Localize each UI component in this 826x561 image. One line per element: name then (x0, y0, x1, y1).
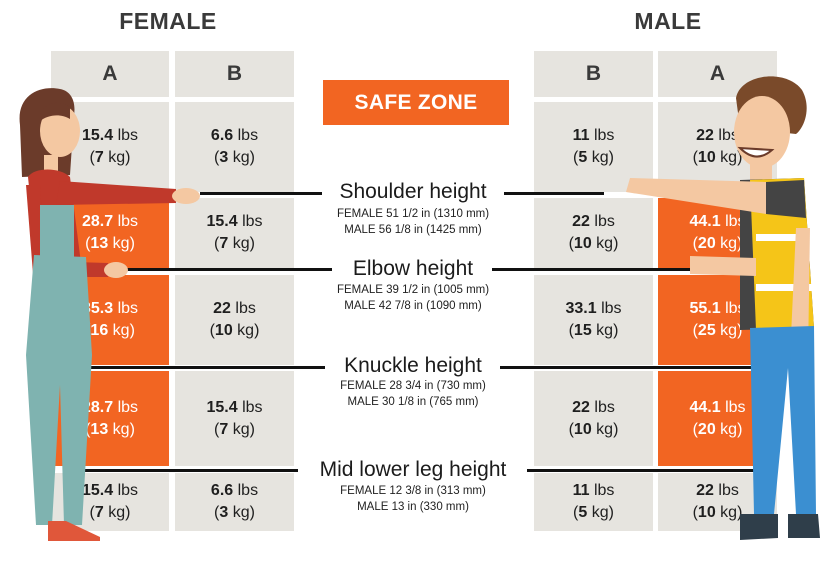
female-col-b-header: B (175, 51, 294, 97)
elbow-height-male: MALE 42 7/8 in (1090 mm) (344, 300, 482, 312)
male-heading: MALE (634, 8, 702, 34)
female-b-row4: 15.4 lbs (7 kg) (175, 371, 294, 466)
male-b-row5: 11 lbs (5 kg) (534, 473, 653, 531)
elbow-height-values: FEMALE 39 1/2 in (1005 mm) MALE 42 7/8 i… (290, 282, 536, 314)
male-b-row2: 22 lbs (10 kg) (534, 198, 653, 268)
male-b-row3: 33.1 lbs (15 kg) (534, 275, 653, 365)
female-b-row3: 22 lbs (10 kg) (175, 275, 294, 365)
female-figure-illustration (19, 88, 200, 545)
female-col-a-header: A (51, 51, 169, 97)
mid-leg-line-right (527, 469, 770, 472)
elbow-line-left (120, 268, 332, 271)
shoulder-height-male: MALE 56 1/8 in (1425 mm) (344, 224, 482, 236)
female-b-row1: 6.6 lbs (3 kg) (175, 102, 294, 192)
female-b-row2: 15.4 lbs (7 kg) (175, 198, 294, 268)
knuckle-line-right (500, 366, 770, 369)
shoulder-height-female: FEMALE 51 1/2 in (1310 mm) (336, 208, 490, 220)
mid-leg-height-male: MALE 13 in (330 mm) (357, 501, 469, 513)
mid-leg-height-values: FEMALE 12 3/8 in (313 mm) MALE 13 in (33… (290, 483, 536, 515)
safe-zone-legend: SAFE ZONE (323, 80, 509, 125)
elbow-height-title: Elbow height (352, 257, 474, 280)
elbow-height-female: FEMALE 39 1/2 in (1005 mm) (336, 284, 490, 296)
knuckle-height-title: Knuckle height (344, 354, 482, 377)
mid-leg-height-female: FEMALE 12 3/8 in (313 mm) (340, 485, 486, 497)
male-col-b-header: B (534, 51, 653, 97)
female-heading: FEMALE (119, 8, 217, 34)
knuckle-height-values: FEMALE 28 3/4 in (730 mm) MALE 30 1/8 in… (290, 378, 536, 410)
shoulder-line-left (200, 192, 322, 195)
shoulder-line-right (504, 192, 604, 195)
mid-leg-line-left (66, 469, 298, 472)
shoulder-height-title: Shoulder height (339, 180, 487, 203)
knuckle-line-left (69, 366, 325, 369)
male-b-row4: 22 lbs (10 kg) (534, 371, 653, 466)
shoulder-height-values: FEMALE 51 1/2 in (1310 mm) MALE 56 1/8 i… (290, 206, 536, 238)
knuckle-height-male: MALE 30 1/8 in (765 mm) (347, 396, 479, 408)
female-b-row5: 6.6 lbs (3 kg) (175, 473, 294, 531)
knuckle-height-female: FEMALE 28 3/4 in (730 mm) (340, 380, 486, 392)
male-figure-illustration (626, 76, 820, 540)
male-b-row1: 11 lbs (5 kg) (534, 102, 653, 192)
elbow-line-right (492, 268, 697, 271)
mid-leg-height-title: Mid lower leg height (319, 458, 507, 481)
